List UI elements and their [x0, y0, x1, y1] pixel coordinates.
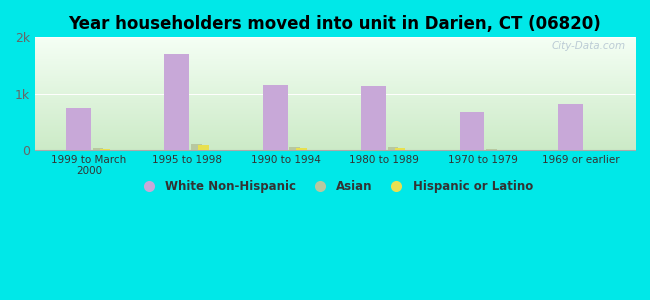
Bar [99, 149, 111, 150]
Bar [164, 54, 189, 150]
Bar [395, 148, 406, 150]
Bar [191, 144, 202, 150]
Bar [66, 108, 91, 150]
Bar [558, 104, 582, 150]
Bar [460, 112, 484, 150]
Bar [263, 85, 287, 150]
Bar [387, 148, 398, 150]
Bar [296, 148, 307, 150]
Bar [289, 148, 300, 150]
Title: Year householders moved into unit in Darien, CT (06820): Year householders moved into unit in Dar… [69, 15, 601, 33]
Legend: White Non-Hispanic, Asian, Hispanic or Latino: White Non-Hispanic, Asian, Hispanic or L… [132, 176, 538, 198]
Bar [486, 149, 497, 150]
Bar [198, 145, 209, 150]
Bar [361, 86, 386, 150]
Bar [93, 148, 103, 150]
Text: City-Data.com: City-Data.com [552, 41, 626, 51]
